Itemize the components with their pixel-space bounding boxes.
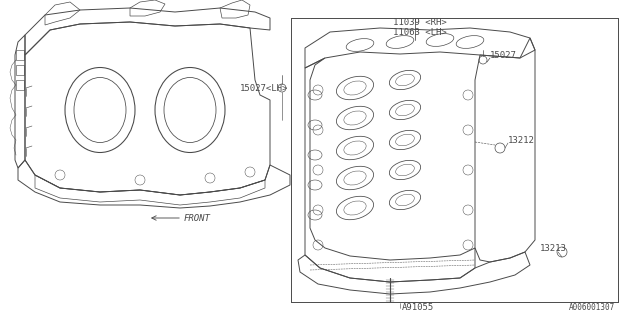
Text: 13212: 13212 (508, 135, 535, 145)
Text: FRONT: FRONT (184, 213, 211, 222)
Text: A006001307: A006001307 (569, 303, 615, 312)
Text: 15027<LH>: 15027<LH> (240, 84, 289, 92)
Text: 13213: 13213 (540, 244, 567, 252)
Text: A91055: A91055 (402, 303, 435, 313)
Text: 15027: 15027 (490, 51, 517, 60)
Text: 11063 <LH>: 11063 <LH> (393, 28, 447, 36)
Text: 11039 <RH>: 11039 <RH> (393, 18, 447, 27)
